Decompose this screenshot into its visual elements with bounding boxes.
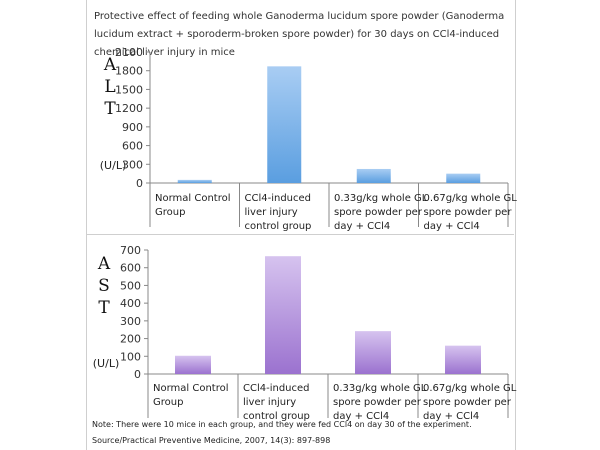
alt-bar <box>356 168 391 183</box>
ast-metric-letter: A <box>97 254 111 274</box>
alt-y-tick-label: 0 <box>136 177 143 190</box>
ast-category-label: day + CCl4 <box>333 411 389 422</box>
alt-category-label: liver injury <box>245 207 298 218</box>
ast-category-label: CCl4-induced <box>243 383 310 394</box>
alt-category-label: day + CCl4 <box>424 221 480 232</box>
alt-category-label: 0.67g/kg whole GL <box>424 193 518 204</box>
alt-bar <box>267 66 302 183</box>
ast-y-tick-label: 0 <box>134 368 141 381</box>
alt-category-label: 0.33g/kg whole GL <box>334 193 428 204</box>
ast-bar <box>175 355 211 374</box>
alt-panel <box>86 0 514 235</box>
alt-y-tick-label: 1800 <box>115 65 143 78</box>
alt-y-unit-label: (U/L) <box>100 159 126 172</box>
ast-y-unit-label: (U/L) <box>93 357 119 370</box>
alt-metric-letter: L <box>104 77 115 97</box>
ast-bar <box>445 345 481 374</box>
alt-y-tick-label: 300 <box>122 158 143 171</box>
alt-metric-letter: T <box>104 99 116 119</box>
alt-category-label: control group <box>245 221 312 232</box>
ast-bar <box>265 256 301 374</box>
figure-title: Protective effect of feeding whole Ganod… <box>94 11 505 58</box>
ast-metric-letter: S <box>98 276 110 296</box>
ast-y-tick-label: 400 <box>120 297 141 310</box>
ast-category-label: 0.67g/kg whole GL <box>423 383 517 394</box>
ast-category-label: control group <box>243 411 310 422</box>
alt-category-label: day + CCl4 <box>334 221 390 232</box>
alt-y-tick-label: 2100 <box>115 46 143 59</box>
ast-category-label: day + CCl4 <box>423 411 479 422</box>
alt-bar <box>446 173 481 183</box>
alt-metric-letter: A <box>103 55 117 75</box>
ast-y-tick-label: 200 <box>120 333 141 346</box>
alt-category-label: Normal Control <box>155 193 231 204</box>
alt-y-tick-label: 1500 <box>115 83 143 96</box>
ast-category-label: spore powder per <box>423 397 512 408</box>
alt-category-label: spore powder per <box>424 207 513 218</box>
alt-category-label: spore powder per <box>334 207 423 218</box>
note-text: Note: There were 10 mice in each group, … <box>92 420 472 429</box>
source-text: Source/Practical Preventive Medicine, 20… <box>92 436 331 445</box>
ast-metric-letter: T <box>98 298 110 318</box>
ast-category-label: liver injury <box>243 397 296 408</box>
figure-frame <box>86 0 516 450</box>
ast-category-label: spore powder per <box>333 397 422 408</box>
alt-category-label: CCl4-induced <box>245 193 312 204</box>
ast-y-tick-label: 500 <box>120 279 141 292</box>
ast-y-tick-label: 600 <box>120 262 141 275</box>
ast-y-tick-label: 700 <box>120 244 141 257</box>
alt-y-tick-label: 600 <box>122 140 143 153</box>
alt-y-tick-label: 1200 <box>115 102 143 115</box>
alt-category-label: Group <box>155 207 185 218</box>
ast-category-label: 0.33g/kg whole GL <box>333 383 427 394</box>
alt-chart: ALT (U/L) 0 300 600 900 1200 1500 1800 2100 Normal… <box>100 46 518 232</box>
ast-y-tick-label: 300 <box>120 315 141 328</box>
alt-y-tick-label: 900 <box>122 121 143 134</box>
ast-y-tick-label: 100 <box>120 350 141 363</box>
alt-bar <box>177 179 212 183</box>
ast-category-label: Normal Control <box>153 383 229 394</box>
ast-bar <box>355 331 391 374</box>
ast-category-label: Group <box>153 397 183 408</box>
